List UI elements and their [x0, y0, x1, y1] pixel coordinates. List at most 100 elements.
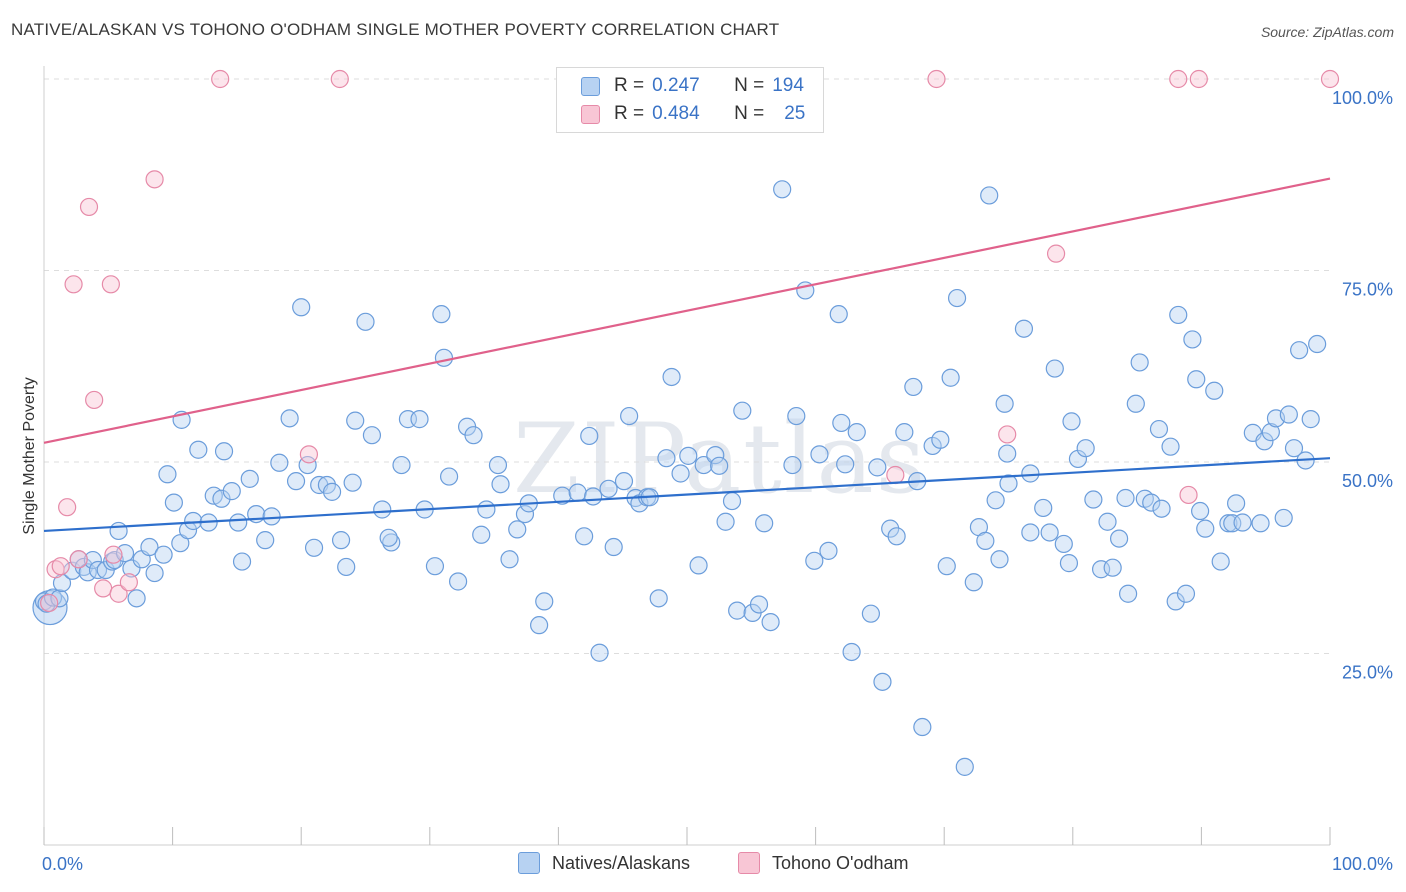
data-point-natives — [995, 394, 1014, 413]
data-point-tohono — [299, 445, 319, 464]
series-label-tohono: Tohono O'odham — [772, 852, 909, 873]
data-point-natives — [580, 426, 599, 446]
data-point-tohono — [1179, 485, 1198, 505]
data-point-natives — [873, 672, 892, 691]
data-point-natives — [240, 469, 259, 488]
data-point-natives — [515, 504, 535, 524]
data-point-tohono — [211, 69, 230, 89]
chart-title: NATIVE/ALASKAN VS TOHONO O'ODHAM SINGLE … — [11, 20, 780, 39]
trendline-tohono — [43, 177, 1331, 444]
data-point-natives — [1062, 412, 1081, 431]
data-point-natives — [694, 455, 713, 475]
x-tick-label: 100.0% — [1332, 854, 1393, 874]
data-point-natives — [88, 560, 108, 580]
data-point-natives — [164, 493, 183, 512]
data-point-natives — [931, 430, 950, 449]
data-point-natives — [761, 612, 780, 632]
data-point-natives — [508, 520, 527, 539]
data-point-natives — [1284, 439, 1304, 458]
data-point-tohono — [79, 197, 99, 217]
data-point-natives — [1255, 432, 1274, 451]
data-point-natives — [842, 642, 861, 662]
data-point-tohono — [119, 573, 138, 592]
data-point-natives — [1166, 592, 1185, 611]
data-point-natives — [1191, 501, 1210, 521]
data-point-natives — [773, 180, 792, 199]
data-point-natives — [783, 455, 802, 475]
data-point-natives — [590, 643, 609, 662]
data-point-natives — [716, 512, 735, 531]
data-point-natives — [122, 559, 141, 578]
legend-n-label: N = — [734, 103, 765, 124]
data-point-natives — [343, 473, 362, 492]
data-point-natives — [904, 377, 923, 397]
data-point-natives — [1223, 514, 1242, 533]
data-point-natives — [1176, 584, 1196, 603]
data-point-natives — [1109, 529, 1129, 548]
data-point-natives — [847, 423, 866, 442]
data-point-natives — [657, 449, 676, 468]
data-point-tohono — [1169, 69, 1188, 89]
correlation-legend: R = 0.247 N = 194 R = 0.484 N = 25 — [556, 67, 824, 133]
legend-r-label: R = — [614, 103, 645, 124]
data-point-natives — [584, 487, 603, 506]
data-point-natives — [662, 367, 681, 387]
data-point-natives — [356, 312, 375, 331]
data-point-natives — [1211, 552, 1230, 571]
data-point-natives — [836, 455, 855, 474]
data-point-natives — [1040, 523, 1059, 542]
series-label-natives: Natives/Alaskans — [552, 852, 691, 873]
data-point-natives — [861, 604, 880, 623]
data-point-natives — [941, 368, 960, 387]
legend-swatch-blue — [581, 76, 600, 96]
data-point-natives — [1279, 405, 1298, 424]
data-point-natives — [1118, 584, 1138, 603]
data-point-natives — [1205, 381, 1224, 400]
data-point-natives — [980, 186, 999, 205]
data-point-natives — [1308, 334, 1327, 354]
data-point-natives — [1251, 514, 1270, 533]
data-point-natives — [755, 514, 774, 533]
x-tick-label: 0.0% — [42, 854, 83, 874]
data-point-natives — [1076, 439, 1095, 458]
data-point-natives — [214, 442, 234, 461]
data-point-natives — [1054, 534, 1073, 554]
data-point-natives — [184, 511, 203, 531]
data-point-natives — [1183, 330, 1202, 349]
data-point-natives — [464, 426, 483, 445]
data-point-natives — [1169, 305, 1188, 325]
data-point-natives — [604, 537, 623, 557]
data-point-natives — [1301, 410, 1320, 429]
trendline-natives — [43, 457, 1331, 533]
data-point-tohono — [104, 545, 123, 564]
data-point-natives — [331, 531, 351, 550]
legend-swatch-pink — [581, 104, 600, 124]
source-label: Source: ZipAtlas.com — [1260, 24, 1394, 40]
data-point-natives — [679, 446, 698, 465]
data-point-natives — [620, 406, 639, 426]
series-swatch-pink — [738, 852, 760, 874]
data-point-natives — [286, 472, 306, 491]
data-point-natives — [178, 521, 198, 540]
data-point-natives — [1142, 493, 1161, 512]
data-point-natives — [1045, 359, 1064, 378]
data-point-tohono — [64, 275, 83, 294]
data-point-tohono — [1046, 244, 1066, 263]
data-point-natives — [832, 413, 851, 433]
data-point-natives — [346, 411, 365, 430]
data-point-natives — [280, 409, 299, 428]
data-point-natives — [232, 552, 252, 571]
data-point-natives — [706, 446, 725, 465]
data-point-natives — [913, 717, 932, 737]
data-point-tohono — [145, 170, 164, 189]
data-point-natives — [1021, 523, 1040, 542]
legend-n-value: 194 — [772, 75, 804, 96]
data-point-natives — [189, 440, 208, 459]
legend-row-tohono: R = 0.484 N = 25 — [557, 100, 805, 128]
data-point-natives — [488, 455, 508, 475]
data-point-natives — [964, 573, 983, 592]
data-point-natives — [986, 491, 1005, 510]
data-point-natives — [649, 589, 668, 608]
data-point-natives — [1098, 512, 1117, 531]
legend-n-label: N = — [734, 75, 765, 96]
